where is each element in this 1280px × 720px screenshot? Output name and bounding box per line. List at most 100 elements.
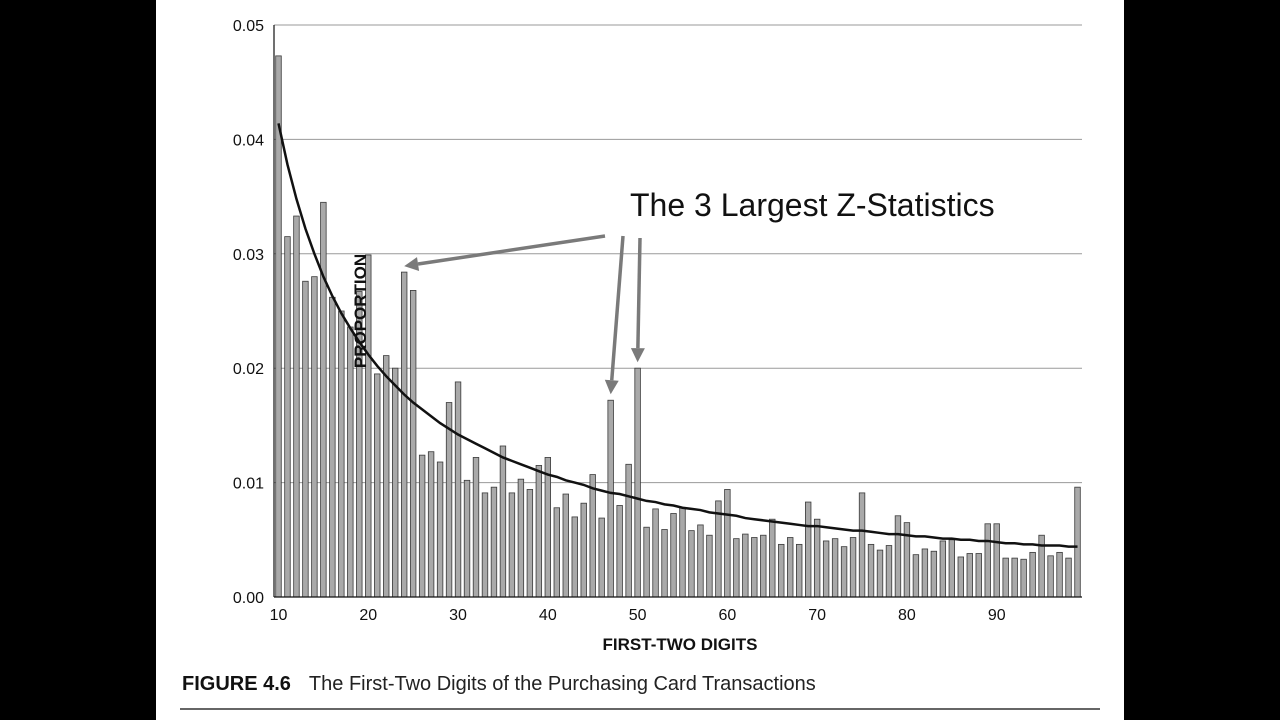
bar-82 xyxy=(921,548,929,598)
x-tick-label: 40 xyxy=(539,607,557,624)
bar-51 xyxy=(643,526,650,598)
bar-39 xyxy=(535,465,543,598)
bar-25 xyxy=(409,290,417,598)
bar-26 xyxy=(418,454,426,598)
bar-29 xyxy=(445,402,453,598)
bar-45 xyxy=(589,474,596,598)
bar-38 xyxy=(526,489,534,598)
caption-divider xyxy=(180,708,1100,710)
bar-59 xyxy=(715,500,722,598)
bar-88 xyxy=(975,553,982,598)
figure-caption: FIGURE 4.6 The First-Two Digits of the Pu… xyxy=(182,673,1082,696)
bar-67 xyxy=(787,537,794,598)
bar-86 xyxy=(957,556,964,598)
x-axis-title: FIRST-TWO DIGITS xyxy=(603,635,758,654)
bar-61 xyxy=(733,538,740,598)
bar-23 xyxy=(392,367,399,598)
figure-number: FIGURE 4.6 xyxy=(182,673,291,695)
arrow-head xyxy=(604,379,619,395)
chart: 0.00 0.01 0.02 0.03 0.04 0.05 10 20 30 40 50 60 70 8… xyxy=(233,18,1082,654)
x-tick-label: 50 xyxy=(629,607,647,624)
bar-84 xyxy=(939,540,947,598)
bar-28 xyxy=(436,461,444,598)
annotation-arrows xyxy=(404,234,645,395)
bar-31 xyxy=(463,479,471,598)
bar-21 xyxy=(374,373,381,598)
bar-34 xyxy=(490,486,498,598)
arrow-shaft xyxy=(610,235,625,381)
y-tick-label: 0.00 xyxy=(233,590,264,607)
bar-77 xyxy=(876,549,884,598)
benford-curve xyxy=(277,123,1078,548)
bar-90 xyxy=(993,523,1000,598)
bar-76 xyxy=(867,543,875,598)
bar-55 xyxy=(679,507,686,598)
bar-91 xyxy=(1002,557,1009,598)
bar-93 xyxy=(1020,558,1027,598)
y-tick-label: 0.02 xyxy=(233,361,264,378)
x-tick-label: 80 xyxy=(898,607,916,624)
bar-53 xyxy=(661,529,668,598)
x-tick-label: 30 xyxy=(449,607,467,624)
bar-65 xyxy=(769,518,776,598)
bar-75 xyxy=(858,492,866,598)
bar-11 xyxy=(284,236,291,598)
bar-50 xyxy=(634,367,641,598)
y-axis-title: PROPORTION xyxy=(351,254,370,368)
bar-44 xyxy=(580,502,587,598)
bar-41 xyxy=(553,507,560,598)
bar-14 xyxy=(311,276,318,598)
bar-36 xyxy=(508,492,516,598)
bar-73 xyxy=(840,546,848,598)
figure-page: 0.00 0.01 0.02 0.03 0.04 0.05 10 20 30 40 50 60 70 8… xyxy=(156,0,1124,720)
arrow-head xyxy=(630,348,645,363)
arrow-shaft xyxy=(417,234,606,266)
bar-89 xyxy=(984,523,991,598)
bar-99 xyxy=(1074,486,1081,598)
bar-13 xyxy=(302,280,309,598)
x-tick-label: 70 xyxy=(808,607,826,624)
bar-98 xyxy=(1065,557,1072,598)
bar-68 xyxy=(796,543,803,598)
x-tick-label: 90 xyxy=(988,607,1006,624)
gridlines xyxy=(274,24,1082,484)
bar-43 xyxy=(571,516,578,598)
y-tick-label: 0.05 xyxy=(233,18,264,35)
bar-70 xyxy=(813,518,821,598)
bar-12 xyxy=(293,215,300,598)
y-tick-label: 0.03 xyxy=(233,247,264,264)
bar-64 xyxy=(760,534,767,598)
bar-62 xyxy=(742,533,749,598)
bar-54 xyxy=(670,513,677,598)
x-tick-labels: 10 20 30 40 50 60 70 80 90 xyxy=(270,607,1006,624)
bar-74 xyxy=(849,537,857,598)
bar-58 xyxy=(706,534,713,598)
x-tick-label: 20 xyxy=(359,607,377,624)
arrow-shaft xyxy=(636,237,642,349)
bar-56 xyxy=(688,530,695,598)
bar-83 xyxy=(930,550,938,598)
x-tick-label: 60 xyxy=(718,607,736,624)
bar-22 xyxy=(383,355,390,598)
bar-97 xyxy=(1056,551,1063,598)
bar-37 xyxy=(517,478,525,598)
bar-15 xyxy=(320,201,327,598)
bar-85 xyxy=(948,539,956,598)
bars xyxy=(275,55,1081,598)
bar-52 xyxy=(652,508,659,598)
arrow-head xyxy=(404,257,420,271)
bar-24 xyxy=(400,271,408,598)
bar-16 xyxy=(329,296,336,598)
bar-78 xyxy=(885,545,893,598)
y-tick-label: 0.04 xyxy=(233,132,264,149)
bar-81 xyxy=(912,554,920,598)
bar-46 xyxy=(598,517,605,598)
bar-57 xyxy=(697,524,704,598)
x-tick-label: 10 xyxy=(270,607,288,624)
bar-69 xyxy=(804,501,812,598)
bar-32 xyxy=(472,457,480,598)
annotation-text: The 3 Largest Z-Statistics xyxy=(630,187,995,223)
bar-71 xyxy=(822,540,830,598)
bar-92 xyxy=(1011,557,1018,598)
y-tick-labels: 0.00 0.01 0.02 0.03 0.04 0.05 xyxy=(233,18,264,607)
